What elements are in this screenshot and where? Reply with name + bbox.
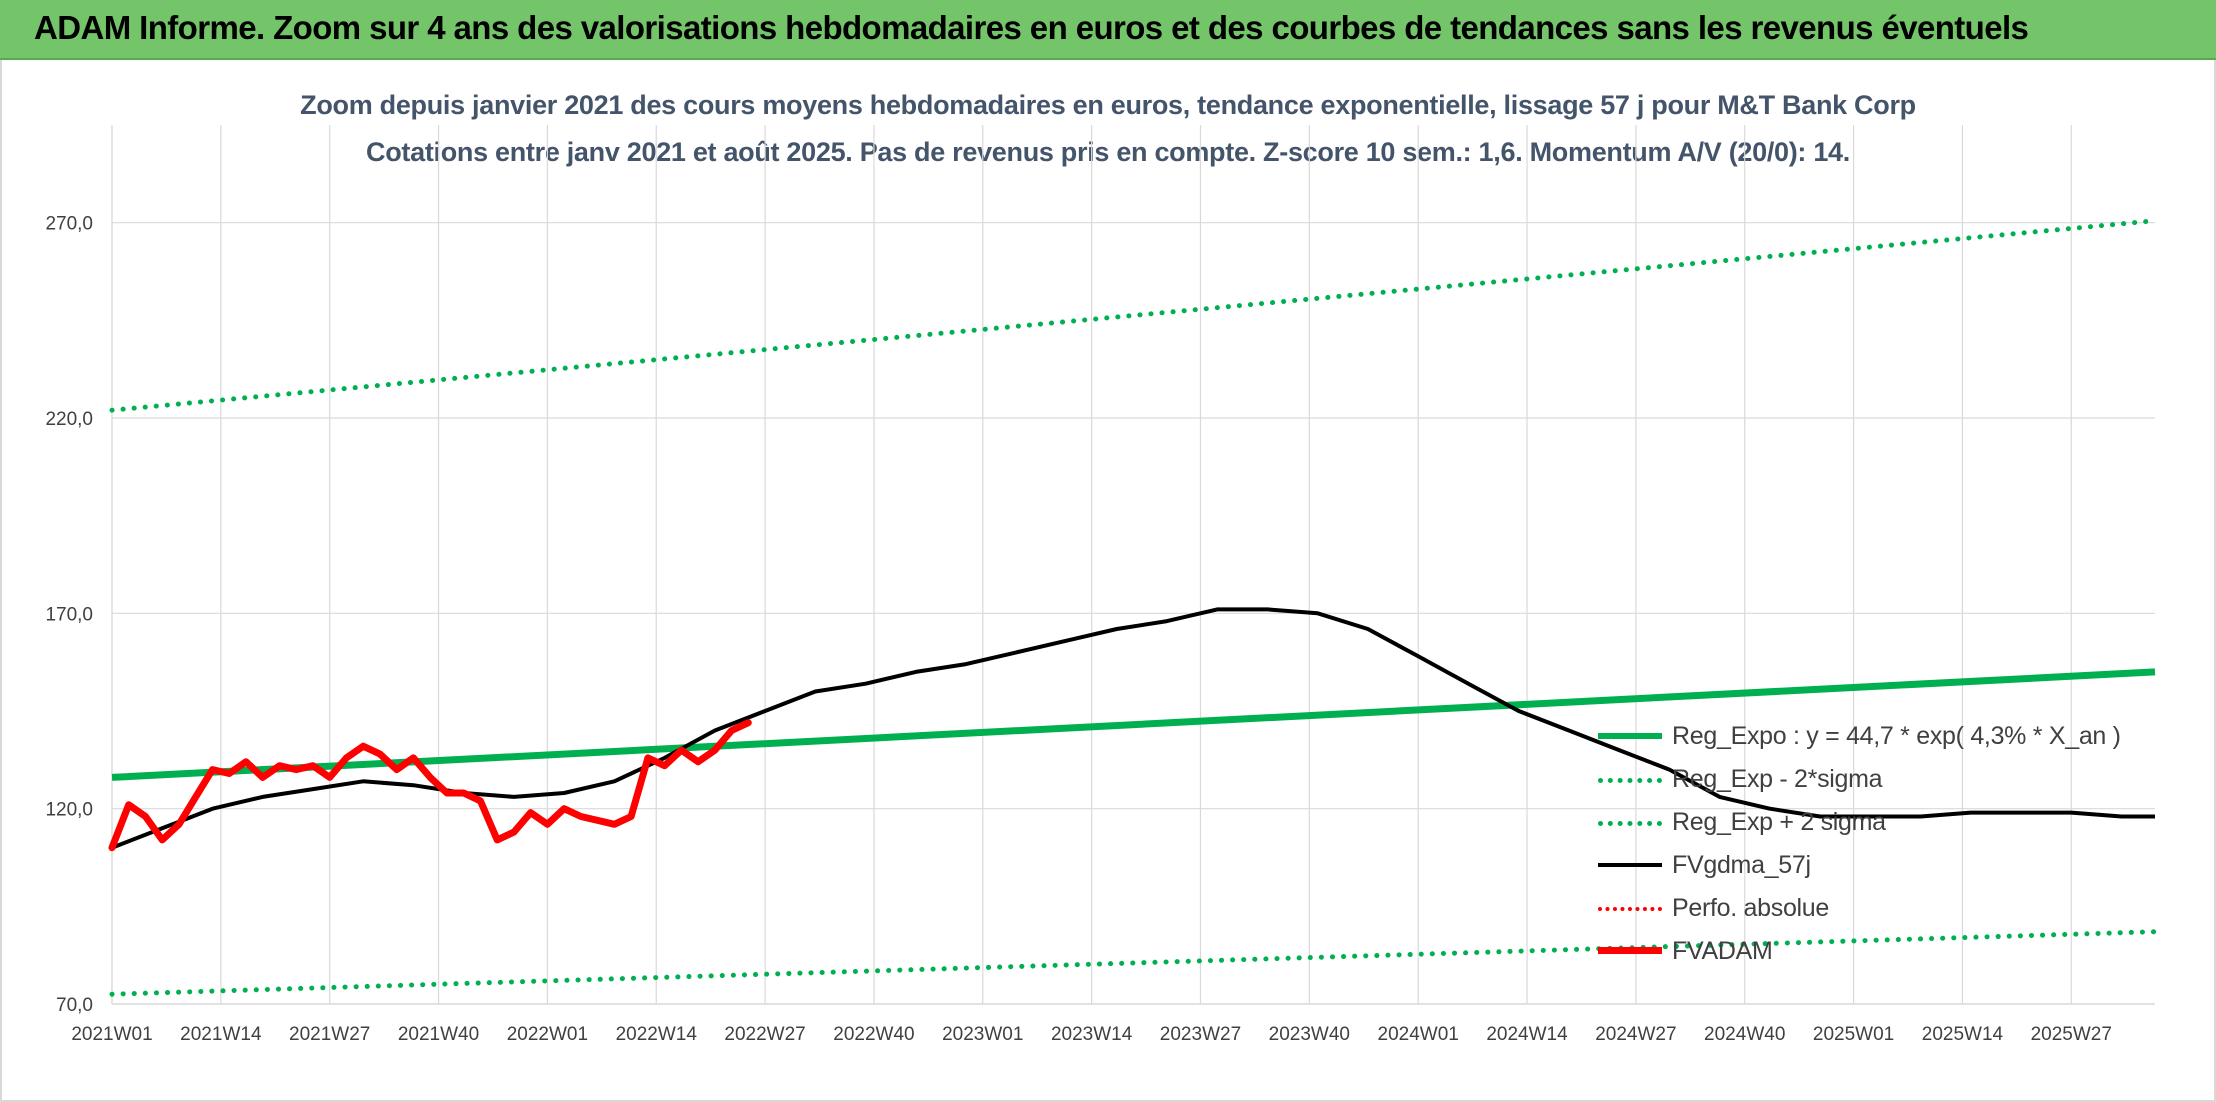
x-tick-label: 2023W01 [942, 1024, 1023, 1045]
series-regression [111, 668, 2156, 781]
x-axis: 2021W01 2021W14 2021W27 2021W40 2022W01 2022W… [71, 1024, 2112, 1045]
plot-area [108, 218, 2158, 997]
x-tick-label: 2022W40 [833, 1024, 914, 1045]
legend-swatch-perfo [1598, 907, 1662, 911]
y-tick-label: 120,0 [45, 800, 93, 821]
chart-subtitle: Cotations entre janv 2021 et août 2025. … [366, 137, 1850, 167]
grid [111, 125, 2155, 1005]
banner: ADAM Informe. Zoom sur 4 ans des valoris… [0, 0, 2216, 60]
legend-label-smoothed: FVgdma_57j [1672, 851, 1811, 879]
legend-swatch-price [1598, 947, 1662, 954]
legend-label-lower-band: Reg_Exp - 2*sigma [1672, 765, 1883, 793]
x-tick-label: 2023W27 [1160, 1024, 1241, 1045]
y-tick-label: 270,0 [45, 214, 93, 235]
x-tick-label: 2022W14 [616, 1024, 698, 1045]
x-tick-label: 2024W01 [1378, 1024, 1459, 1045]
x-tick-label: 2023W14 [1051, 1024, 1133, 1045]
x-tick-label: 2025W01 [1813, 1024, 1894, 1045]
y-tick-label: 70,0 [56, 995, 93, 1016]
legend-label-perfo: Perfo. absolue [1672, 894, 1830, 922]
series-lower-band [109, 929, 2158, 997]
x-tick-label: 2022W01 [507, 1024, 588, 1045]
series-price [108, 719, 752, 852]
y-axis: 70,0 120,0 170,0 220,0 270,0 [45, 214, 93, 1016]
legend-label-regression: Reg_Expo : y = 44,7 * exp( 4,3% * X_an ) [1672, 722, 2121, 750]
x-tick-label: 2025W27 [2031, 1024, 2112, 1045]
legend-swatch-upper-band [1598, 821, 1662, 826]
x-tick-label: 2025W14 [1922, 1024, 2004, 1045]
y-tick-label: 170,0 [45, 604, 93, 625]
x-tick-label: 2024W27 [1595, 1024, 1676, 1045]
legend-label-price: FVADAM [1672, 937, 1773, 965]
x-tick-label: 2024W14 [1486, 1024, 1568, 1045]
legend-swatch-lower-band [1598, 778, 1662, 783]
x-tick-label: 2021W40 [398, 1024, 479, 1045]
x-tick-label: 2021W01 [71, 1024, 152, 1045]
legend-label-upper-band: Reg_Exp + 2 sigma [1672, 808, 1886, 836]
x-tick-label: 2024W40 [1704, 1024, 1785, 1045]
chart-title: Zoom depuis janvier 2021 des cours moyen… [300, 90, 1916, 120]
legend-swatch-regression [1598, 733, 1662, 739]
x-tick-label: 2021W14 [180, 1024, 262, 1045]
x-tick-label: 2021W27 [289, 1024, 370, 1045]
series-upper-band [109, 218, 2158, 413]
banner-title: ADAM Informe. Zoom sur 4 ans des valoris… [34, 9, 2029, 46]
y-tick-label: 220,0 [45, 409, 93, 430]
x-tick-label: 2023W40 [1269, 1024, 1350, 1045]
legend-swatch-smoothed [1598, 863, 1662, 867]
x-tick-label: 2022W27 [724, 1024, 805, 1045]
